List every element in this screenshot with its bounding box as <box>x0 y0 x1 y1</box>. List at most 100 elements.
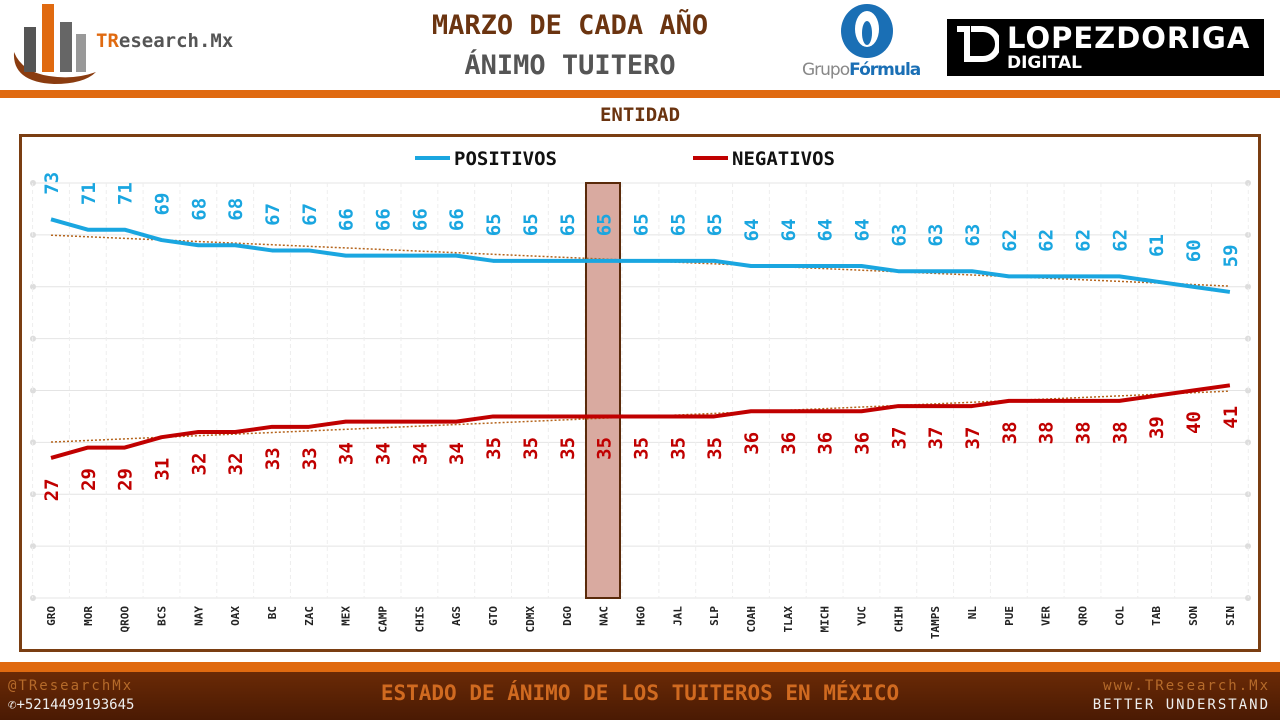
data-label-negativos: 34 <box>336 442 358 465</box>
data-label-positivos: 66 <box>373 208 395 231</box>
data-label-negativos: 36 <box>815 432 837 455</box>
data-label-positivos: 68 <box>225 198 247 221</box>
x-tick-label: CDMX <box>524 606 537 633</box>
x-tick-label: TAB <box>1150 606 1163 626</box>
gridline-marker <box>30 283 36 290</box>
x-tick-label: HGO <box>634 606 647 626</box>
section-label: ENTIDAD <box>599 104 681 126</box>
data-label-negativos: 37 <box>962 427 984 450</box>
footer-tagline: BETTER UNDERSTAND <box>1092 697 1270 713</box>
footer-handle: @TResearchMx <box>8 678 134 694</box>
lopezdoriga-logo-icon <box>957 26 999 62</box>
data-label-positivos: 62 <box>999 229 1021 252</box>
x-tick-label: MEX <box>340 606 353 626</box>
x-tick-label: VER <box>1040 606 1053 626</box>
data-label-negativos: 34 <box>409 442 431 465</box>
chart-grid <box>30 180 1251 601</box>
data-label-negativos: 29 <box>115 468 137 491</box>
data-label-negativos: 35 <box>520 437 542 460</box>
data-label-negativos: 41 <box>1220 406 1242 429</box>
x-tick-label: CHIH <box>892 606 905 633</box>
gridline-marker <box>30 543 36 550</box>
x-tick-label: BC <box>266 606 279 619</box>
data-label-positivos: 59 <box>1220 244 1242 267</box>
data-label-negativos: 38 <box>1109 421 1131 444</box>
page-subtitle: ÁNIMO TUITERO <box>464 50 676 81</box>
footer-divider <box>0 662 1280 672</box>
x-tick-label: COL <box>1113 606 1126 626</box>
data-label-positivos: 64 <box>741 219 763 242</box>
x-tick-label: SIN <box>1224 606 1237 626</box>
series-line-negativos <box>50 383 1231 460</box>
data-label-positivos: 66 <box>446 208 468 231</box>
data-label-negativos: 32 <box>188 453 210 476</box>
data-label-negativos: 34 <box>373 442 395 465</box>
x-tick-label: COAH <box>745 606 758 633</box>
data-label-positivos: 62 <box>1109 229 1131 252</box>
x-tick-label: CHIS <box>413 606 426 633</box>
data-label-positivos: 65 <box>667 213 689 236</box>
gridline-marker <box>1245 543 1251 550</box>
data-label-negativos: 36 <box>851 432 873 455</box>
data-label-positivos: 65 <box>630 213 652 236</box>
x-tick-label: JAL <box>671 606 684 626</box>
chart-frame <box>19 134 1261 652</box>
whatsapp-icon: ✆ <box>8 697 17 713</box>
x-tick-label: NAC <box>598 606 611 626</box>
data-label-negativos: 37 <box>888 427 910 450</box>
data-label-positivos: 73 <box>41 172 63 195</box>
data-label-positivos: 64 <box>815 219 837 242</box>
page-title: MARZO DE CADA AÑO <box>431 10 709 41</box>
data-label-negativos: 38 <box>999 421 1021 444</box>
x-tick-label: ZAC <box>303 606 316 626</box>
x-tick-label: GRO <box>45 606 58 626</box>
data-label-negativos: 29 <box>78 468 100 491</box>
x-tick-label: TLAX <box>782 606 795 633</box>
x-tick-label: BCS <box>156 606 169 626</box>
data-label-positivos: 60 <box>1183 239 1205 262</box>
lopezdoriga-text: LOPEZDORIGA <box>1007 21 1251 55</box>
data-label-positivos: 68 <box>188 198 210 221</box>
data-label-negativos: 37 <box>925 427 947 450</box>
x-tick-label: SLP <box>708 606 721 626</box>
data-label-negativos: 35 <box>483 437 505 460</box>
data-label-positivos: 63 <box>925 224 947 247</box>
data-label-positivos: 65 <box>557 213 579 236</box>
footer-phone: ✆+5214499193645 <box>8 697 135 713</box>
data-label-negativos: 35 <box>704 437 726 460</box>
data-label-negativos: 36 <box>778 432 800 455</box>
data-label-negativos: 38 <box>1073 421 1095 444</box>
footer <box>0 672 1280 720</box>
data-label-negativos: 35 <box>667 437 689 460</box>
x-tick-label: QRO <box>1077 606 1090 626</box>
legend: POSITIVOS NEGATIVOS <box>415 148 835 170</box>
data-label-positivos: 67 <box>299 203 321 226</box>
data-label-negativos: 27 <box>41 478 63 501</box>
data-label-positivos: 69 <box>152 193 174 216</box>
data-label-negativos: 35 <box>630 437 652 460</box>
legend-negativos-label: NEGATIVOS <box>732 148 835 170</box>
footer-website: www.TResearch.Mx <box>1103 678 1270 694</box>
x-tick-label: NAY <box>192 606 205 626</box>
data-label-negativos: 36 <box>741 432 763 455</box>
gridline-marker <box>1245 283 1251 290</box>
data-label-positivos: 64 <box>778 219 800 242</box>
x-tick-label: PUE <box>1003 606 1016 626</box>
data-label-negativos: 35 <box>557 437 579 460</box>
data-label-positivos: 61 <box>1146 234 1168 257</box>
grupo-formula-logo-icon <box>841 4 893 58</box>
data-label-positivos: 67 <box>262 203 284 226</box>
data-label-negativos: 33 <box>262 447 284 470</box>
data-label-positivos: 65 <box>483 213 505 236</box>
legend-positivos-label: POSITIVOS <box>454 148 557 170</box>
data-label-positivos: 65 <box>594 213 616 236</box>
data-label-negativos: 34 <box>446 442 468 465</box>
data-label-negativos: 35 <box>594 437 616 460</box>
data-label-positivos: 66 <box>336 208 358 231</box>
data-label-negativos: 31 <box>152 458 174 481</box>
data-label-negativos: 40 <box>1183 411 1205 434</box>
x-tick-label: OAX <box>229 606 242 626</box>
data-label-positivos: 63 <box>962 224 984 247</box>
gridline-marker <box>30 387 36 394</box>
